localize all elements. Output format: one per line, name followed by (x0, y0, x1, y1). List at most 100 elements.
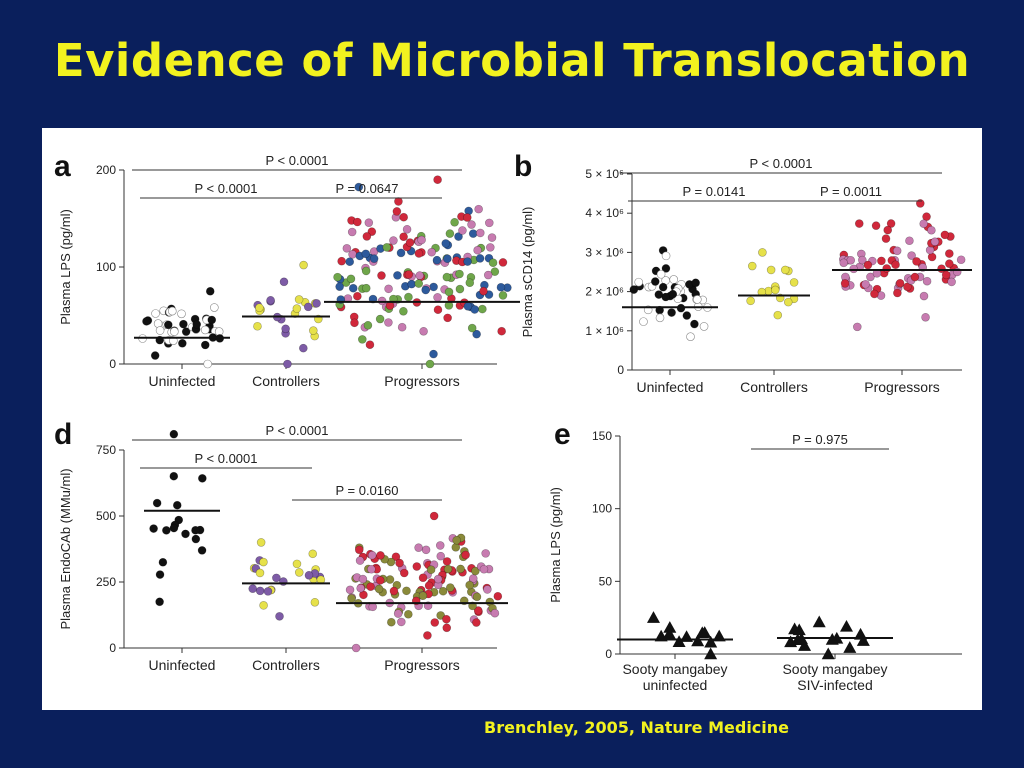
data-point (861, 279, 870, 289)
data-point (686, 332, 695, 341)
data-point (430, 618, 440, 627)
p-value-label: P < 0.0001 (265, 153, 328, 168)
y-tick-label: 1 × 10⁶ (585, 324, 624, 338)
data-point (661, 264, 671, 273)
x-category-label: Progressors (864, 379, 939, 395)
data-point (275, 612, 284, 621)
data-point (355, 556, 365, 565)
data-point (854, 219, 864, 228)
data-point (497, 326, 506, 336)
p-value-label: P = 0.0011 (820, 184, 882, 199)
data-point (353, 217, 362, 227)
y-tick-label: 200 (96, 163, 116, 177)
data-point (418, 591, 428, 601)
data-point (945, 259, 954, 268)
p-value-label: P < 0.0001 (749, 156, 812, 171)
data-point (866, 272, 875, 282)
y-axis-label: Plasma LPS (pg/ml) (548, 487, 563, 603)
data-point (348, 283, 358, 293)
data-point (483, 585, 492, 594)
data-point (367, 564, 376, 574)
data-point (465, 580, 474, 590)
data-point (468, 229, 478, 238)
data-point (858, 255, 867, 265)
p-value-label: P < 0.0001 (194, 451, 257, 466)
panel-letter: e (554, 418, 571, 451)
x-category-label: uninfected (643, 677, 708, 693)
p-value-label: P < 0.0001 (265, 423, 328, 438)
data-point (152, 498, 162, 508)
data-point (444, 287, 454, 297)
data-point (158, 557, 168, 567)
data-point (162, 526, 171, 535)
data-point (910, 272, 920, 282)
data-point-triangle (798, 639, 812, 651)
data-point (883, 225, 893, 235)
panel-letter: b (514, 150, 532, 183)
data-point (471, 566, 480, 576)
data-point (253, 321, 262, 331)
data-point (472, 592, 482, 602)
panel-letter: a (54, 150, 71, 183)
data-point (365, 340, 375, 349)
data-point (766, 265, 776, 275)
data-point-triangle (672, 635, 686, 647)
data-point (367, 550, 377, 560)
x-category-label: Sooty mangabey (622, 661, 727, 677)
data-point (770, 285, 780, 295)
data-point (362, 232, 372, 241)
data-point (483, 270, 493, 280)
data-point (656, 269, 666, 279)
data-point (463, 301, 473, 311)
data-point (414, 279, 424, 288)
x-category-label: Uninfected (149, 657, 216, 673)
data-point (893, 288, 902, 298)
data-point (391, 552, 401, 562)
data-point (203, 359, 212, 369)
y-tick-label: 150 (592, 429, 612, 443)
data-point (840, 279, 850, 288)
data-point (309, 326, 318, 335)
data-point (361, 266, 371, 276)
data-point (394, 197, 403, 206)
data-point (404, 270, 414, 279)
data-point (452, 535, 461, 545)
data-point (256, 538, 266, 547)
data-point (376, 551, 385, 560)
data-point (455, 284, 465, 294)
data-point (907, 251, 916, 260)
data-point (442, 623, 452, 633)
p-value-label: P = 0.975 (792, 432, 848, 447)
data-point (423, 631, 432, 640)
data-point (312, 299, 321, 308)
data-point-triangle (695, 626, 709, 639)
data-point (658, 282, 668, 292)
data-point (693, 295, 702, 304)
data-point (912, 257, 921, 266)
data-point (922, 212, 931, 221)
data-point-triangle (792, 623, 806, 636)
data-point (337, 256, 346, 266)
data-point (498, 258, 508, 267)
data-point (299, 343, 308, 353)
data-point (404, 609, 413, 619)
data-point (361, 249, 371, 259)
data-point (361, 283, 371, 293)
data-point-triangle (821, 647, 835, 660)
data-point (780, 265, 790, 275)
y-tick-label: 750 (96, 443, 116, 457)
data-point (634, 277, 644, 287)
data-point (255, 303, 264, 313)
x-category-label: Controllers (252, 657, 320, 673)
data-point (142, 317, 151, 326)
data-point (418, 573, 428, 583)
data-point (169, 523, 179, 533)
data-point (192, 320, 202, 329)
data-point (248, 584, 258, 593)
y-axis-label: Plasma LPS (pg/ml) (58, 209, 73, 325)
data-point (294, 568, 304, 577)
data-point (384, 318, 393, 327)
data-point (169, 471, 179, 481)
data-point (456, 564, 465, 574)
data-point (205, 286, 215, 296)
